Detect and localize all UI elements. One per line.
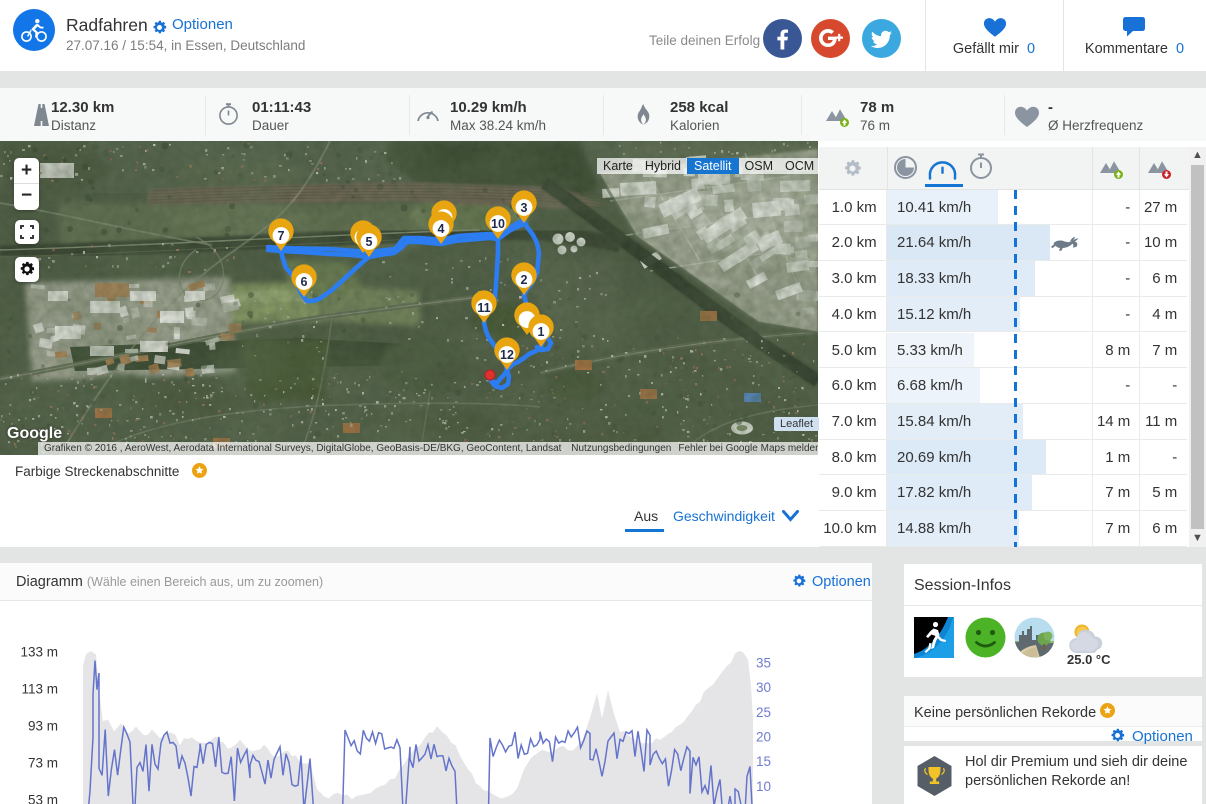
svg-text:30: 30 [756, 680, 771, 695]
svg-text:5: 5 [366, 235, 373, 249]
svg-text:15: 15 [756, 754, 771, 769]
svg-text:3: 3 [521, 201, 528, 215]
svg-text:2: 2 [521, 273, 528, 287]
svg-text:35: 35 [756, 656, 771, 671]
svg-text:10: 10 [491, 217, 505, 231]
svg-text:25: 25 [756, 705, 771, 720]
svg-text:73 m: 73 m [28, 756, 58, 771]
svg-text:1: 1 [538, 325, 545, 339]
svg-text:4: 4 [438, 222, 445, 236]
svg-text:133 m: 133 m [20, 645, 58, 660]
svg-text:113 m: 113 m [21, 682, 58, 697]
svg-text:6: 6 [301, 275, 308, 289]
svg-text:93 m: 93 m [28, 719, 58, 734]
svg-text:20: 20 [756, 729, 771, 744]
svg-text:53 m: 53 m [28, 793, 58, 804]
svg-text:11: 11 [477, 301, 490, 315]
svg-text:10: 10 [756, 779, 771, 794]
svg-text:7: 7 [278, 229, 285, 243]
svg-text:12: 12 [500, 348, 514, 362]
